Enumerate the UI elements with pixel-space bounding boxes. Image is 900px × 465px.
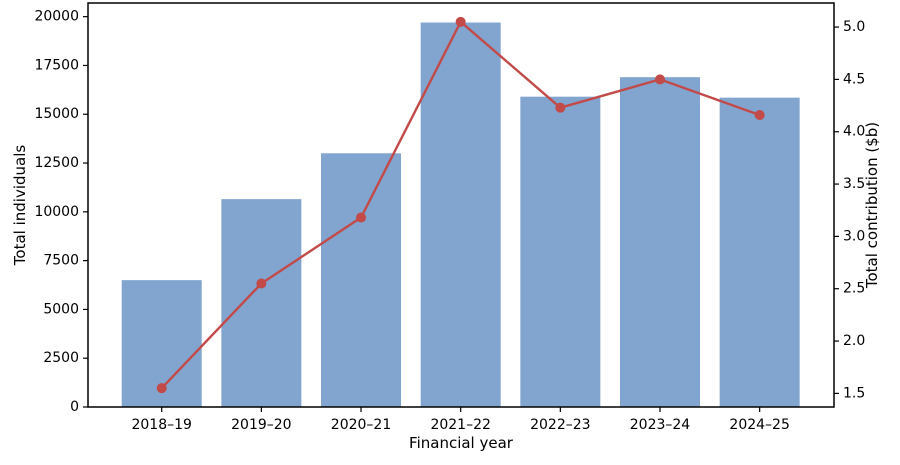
left-axis-tick-label: 15000 <box>34 106 79 122</box>
x-axis-tick-label: 2021–22 <box>430 417 490 433</box>
x-axis-tick-label: 2019–20 <box>231 417 291 433</box>
x-axis-tick-label: 2024–25 <box>729 417 789 433</box>
left-axis-tick-label: 5000 <box>43 301 79 317</box>
right-axis-tick-label: 3.0 <box>843 228 865 244</box>
right-axis-tick-label: 1.5 <box>843 385 865 401</box>
line-marker-2023–24 <box>655 74 665 85</box>
x-axis-title: Financial year <box>409 434 513 452</box>
right-axis-tick-label: 4.0 <box>843 124 865 140</box>
left-axis-tick-label: 17500 <box>34 57 79 73</box>
left-axis-tick-label: 7500 <box>43 253 79 269</box>
right-axis-tick-label: 4.5 <box>843 71 865 87</box>
line-marker-2020–21 <box>356 212 367 223</box>
bar-2020–21 <box>321 153 402 407</box>
line-marker-2022–23 <box>555 102 566 113</box>
line-marker-2024–25 <box>754 109 765 120</box>
x-axis-tick-label: 2022–23 <box>530 417 590 433</box>
left-y-axis-title: Total individuals <box>11 144 29 266</box>
right-axis-tick-label: 5.0 <box>843 19 865 35</box>
left-axis-tick-label: 2500 <box>43 350 79 366</box>
right-axis-tick-label: 2.0 <box>843 333 865 349</box>
left-axis-tick-label: 12500 <box>34 155 79 171</box>
bar-2021–22 <box>420 22 501 408</box>
left-axis-tick-label: 10000 <box>34 204 79 220</box>
line-marker-2021–22 <box>455 16 466 27</box>
line-marker-2018–19 <box>156 383 167 394</box>
right-axis-tick-label: 3.5 <box>843 176 865 192</box>
x-axis-tick-label: 2020–21 <box>331 417 391 433</box>
bar-2022–23 <box>520 96 601 408</box>
left-axis-tick-label: 20000 <box>34 9 79 25</box>
bar-2023–24 <box>620 77 700 408</box>
bar-2019–20 <box>221 199 302 407</box>
x-axis-tick-label: 2018–19 <box>131 417 191 433</box>
x-axis-tick-label: 2023–24 <box>630 417 691 433</box>
right-y-axis-title: Total contribution ($b) <box>863 121 881 289</box>
bar-2024–25 <box>719 97 800 407</box>
right-axis-tick-label: 2.5 <box>843 281 865 297</box>
line-marker-2019–20 <box>256 278 267 289</box>
left-axis-tick-label: 0 <box>70 399 79 415</box>
